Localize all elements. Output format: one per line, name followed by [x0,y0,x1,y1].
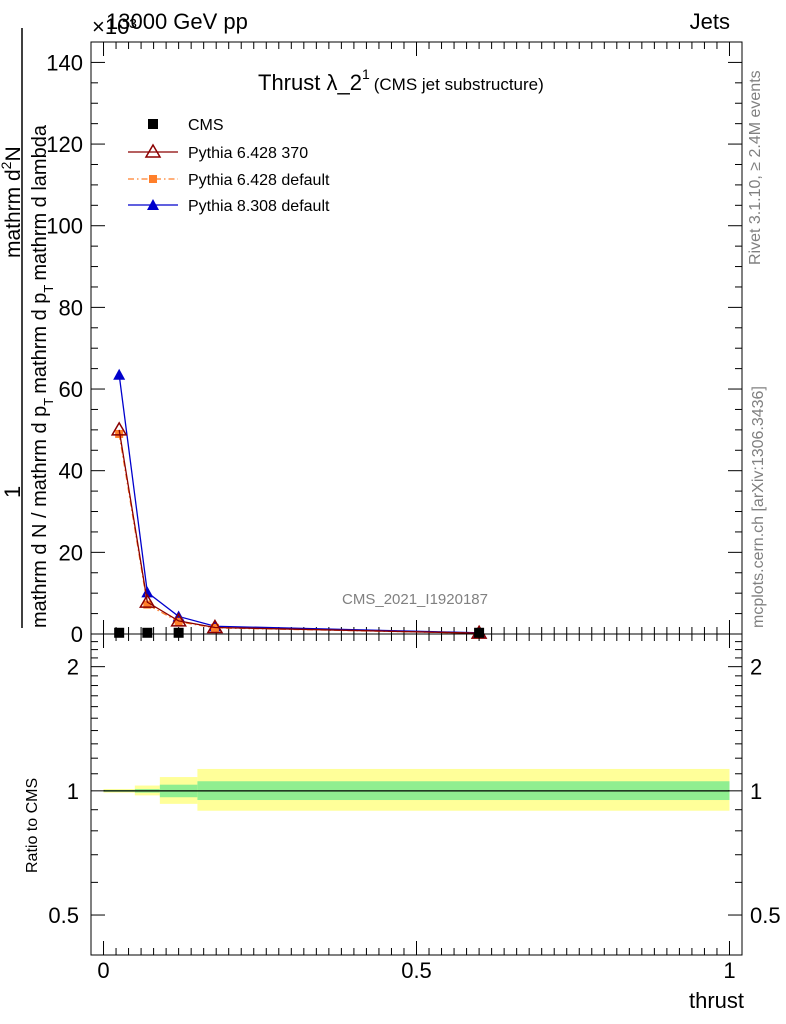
ylabel-den2-tail: mathrm d lambda [29,124,51,280]
ratio-ytick-label-right: 0.5 [750,903,781,928]
exponent-label: ×10³ [92,14,137,39]
data-point [170,612,187,627]
series-cms [114,627,485,638]
chart-subtitle: (CMS jet substructure) [374,75,544,94]
ylabel-denominator: mathrm d N / mathrm d pTmathrm d pTmathr… [29,124,56,628]
data-point [110,421,128,436]
header-left: 13000 GeV pp [106,9,248,34]
data-point [142,627,153,638]
main-ytick-label: 0 [71,622,83,647]
mcplots-label: mcplots.cern.ch [arXiv:1306.3436] [750,386,767,628]
data-point [114,627,125,638]
main-ytick-label: 60 [59,377,83,402]
main-ytick-label: 20 [59,540,83,565]
main-ytick-label: 100 [46,214,83,239]
ratio-panel: 0 0.5 1 0.5 0.5 1 1 2 2 [48,633,781,983]
data-point [115,429,124,438]
ylabel-num-prefix: mathrm d [2,169,25,258]
ratio-ytick-label: 2 [67,655,79,680]
legend-marker [148,119,158,129]
legend-label: Pythia 6.428 default [188,172,330,189]
chart-title: Thrust λ_21(CMS jet substructure) [258,66,544,95]
ylabel-num-suffix: N [2,146,25,161]
main-ylabel: 1 mathrm d2N mathrm d N / mathrm d pTmat… [0,28,56,628]
data-point [173,627,184,638]
main-ytick-label: 40 [59,459,83,484]
ratio-ytick-label: 0.5 [48,903,79,928]
legend-item: CMS [148,117,224,134]
data-point [206,618,224,634]
ratio-ytick-label-right: 1 [750,779,762,804]
ratio-ytick-label-right: 2 [750,655,762,680]
ylabel-den2-sub: T [41,285,56,293]
ratio-ytick-label: 1 [67,779,79,804]
data-point [474,627,485,638]
chart-title-sup: 1 [362,66,370,82]
main-ytick-label: 120 [46,132,83,157]
ylabel-den: mathrm d N / mathrm d p [29,406,51,628]
legend-marker [149,175,157,183]
ratio-xtick-label: 0.5 [401,958,432,983]
main-ytick-label: 140 [46,50,83,75]
legend-item: Pythia 6.428 370 [128,143,308,162]
ratio-xtick-label: 1 [723,958,735,983]
legend-marker [144,143,162,158]
header-right: Jets [690,9,730,34]
data-point [141,586,154,598]
ylabel-numerator: mathrm d2N [0,146,25,258]
legend: CMS Pythia 6.428 370 Pythia 6.428 default P… [128,117,330,215]
ylabel-one: 1 [0,486,25,498]
ylabel-num-sup: 2 [0,161,14,169]
data-point [113,368,126,380]
analysis-id: CMS_2021_I1920187 [342,591,488,608]
main-ytick-label: 80 [59,295,83,320]
rivet-label: Rivet 3.1.10, ≥ 2.4M events [747,70,764,265]
ylabel-den-sub: T [41,398,56,406]
series-line [118,429,480,634]
legend-label: CMS [188,117,224,134]
legend-item: Pythia 8.308 default [128,198,330,215]
ratio-ylabel: Ratio to CMS [24,778,41,873]
chart-title-main: Thrust λ_2 [258,70,362,95]
data-point [139,593,156,608]
legend-label: Pythia 8.308 default [188,198,330,215]
data-point [143,600,152,609]
legend-marker [147,199,159,210]
xlabel: thrust [689,988,744,1013]
main-panel: 0 20 40 60 80 100 120 140 [46,41,743,647]
legend-label: Pythia 6.428 370 [188,145,308,162]
legend-item: Pythia 6.428 default [128,172,330,189]
data-point [174,617,183,626]
ylabel-den2: mathrm d p [29,293,51,394]
ratio-xtick-label: 0 [97,958,109,983]
